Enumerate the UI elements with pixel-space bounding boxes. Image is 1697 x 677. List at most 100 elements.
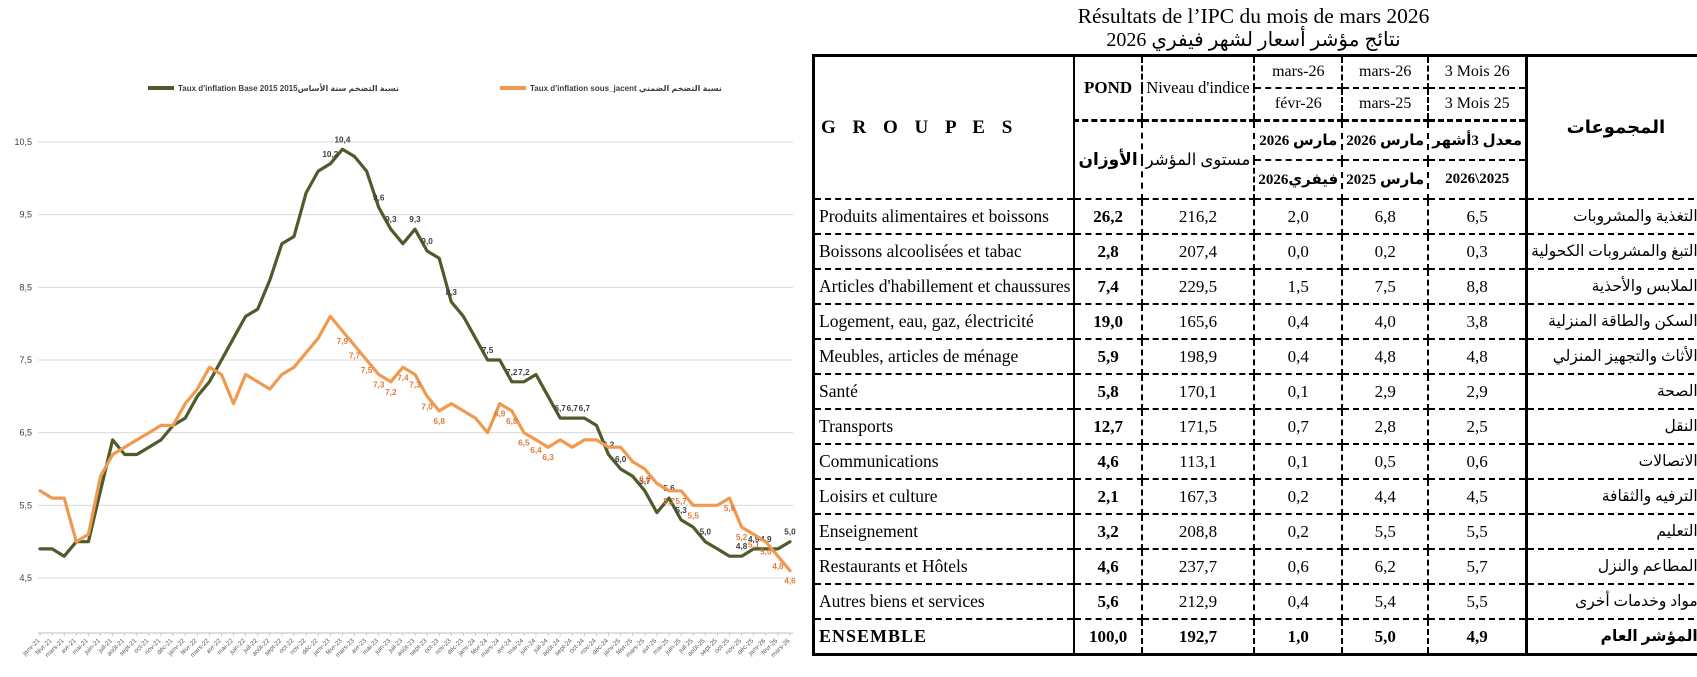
data-point-label: 4,9: [748, 535, 760, 544]
weight-value: 2,8: [1073, 233, 1143, 270]
period3-header-fr-top: 3 Mois 26: [1427, 54, 1528, 89]
data-point-label: 5,6: [663, 484, 675, 493]
y-axis-label: 7,5: [19, 355, 32, 365]
data-point-label: 5,0: [700, 528, 712, 537]
table-row: Articles d'habillement et chaussures 7,4 2…: [812, 268, 1697, 305]
index-level-value: 229,5: [1140, 268, 1256, 305]
header-row-french-1: G R O U P E S POND Niveau d'indice mars-26 m…: [812, 54, 1697, 200]
weight-value: 2,1: [1073, 478, 1143, 515]
data-point-label: 5,0: [784, 528, 796, 537]
month-change-value: 0,4: [1253, 303, 1344, 340]
groups-header-ar: المجموعات: [1525, 54, 1697, 200]
three-month-change-value: 0,3: [1427, 233, 1528, 270]
index-level-value: 171,5: [1140, 408, 1256, 445]
data-point-label: 5,0: [760, 548, 772, 557]
data-point-label: 4,6: [784, 577, 796, 586]
table-row: Transports 12,7 171,5 0,7 2,8 2,5 النقل: [812, 408, 1697, 445]
group-label-fr: Meubles, articles de ménage: [812, 338, 1076, 375]
period1-header-fr-top: mars-26: [1253, 54, 1344, 89]
ipc-results-table: G R O U P E S POND Niveau d'indice mars-26 m…: [812, 54, 1697, 656]
group-label-fr: Restaurants et Hôtels: [812, 548, 1076, 585]
table-row: Logement, eau, gaz, électricité 19,0 165,6…: [812, 303, 1697, 340]
table-row: Meubles, articles de ménage 5,9 198,9 0,4 4,…: [812, 338, 1697, 375]
chart-canvas: 4,55,56,57,58,59,510,5janv-21févr-21mars…: [14, 83, 796, 659]
data-point-label: 4,8: [736, 542, 748, 551]
pond-header-fr: POND: [1073, 54, 1143, 122]
period2-header-fr-bottom: mars-25: [1341, 87, 1430, 122]
data-point-label: 7,2: [506, 368, 518, 377]
data-point-label: 6,0: [639, 475, 651, 484]
group-label-ar: السكن والطاقة المنزلية: [1525, 303, 1697, 340]
data-point-label: 5,7: [639, 477, 651, 486]
weight-value: 3,2: [1073, 513, 1143, 550]
group-label-fr: Boissons alcoolisées et tabac: [812, 233, 1076, 270]
ipc-report-panel: Résultats de l’IPC du mois de mars 2026 …: [810, 0, 1697, 677]
report-title-french: Résultats de l’IPC du mois de mars 2026: [1077, 4, 1430, 28]
index-level-value: 208,8: [1140, 513, 1256, 550]
y-axis-label: 8,5: [19, 282, 32, 292]
yearly-change-value: 5,0: [1341, 618, 1430, 656]
group-label-ar: التغذية والمشروبات: [1525, 198, 1697, 235]
data-point-label: 5,6: [724, 504, 736, 513]
index-level-value: 113,1: [1140, 443, 1256, 480]
table-row: Enseignement 3,2 208,8 0,2 5,5 5,5 التعليم: [812, 513, 1697, 550]
weight-value: 7,4: [1073, 268, 1143, 305]
table-row: Produits alimentaires et boissons 26,2 216…: [812, 198, 1697, 235]
table-row: Loisirs et culture 2,1 167,3 0,2 4,4 4,5 الترف…: [812, 478, 1697, 515]
data-point-label: 5,2: [736, 533, 748, 542]
data-point-label: 6,7: [567, 404, 579, 413]
group-label-ar: التبغ والمشروبات الكحولية: [1525, 233, 1697, 270]
data-point-label: 9,0: [421, 237, 433, 246]
data-point-label: 9,6: [373, 193, 385, 202]
data-point-label: 6,8: [506, 417, 518, 426]
month-change-value: 0,1: [1253, 373, 1344, 410]
header-row-french-2: févr-26 mars-25 3 Mois 25: [814, 87, 1697, 122]
period2-header-ar-bottom: مارس 2025: [1341, 159, 1430, 200]
index-level-value: 216,2: [1140, 198, 1256, 235]
month-change-value: 0,4: [1253, 583, 1344, 620]
period2-header-fr-top: mars-26: [1341, 54, 1430, 89]
yearly-change-value: 0,5: [1341, 443, 1430, 480]
weight-value: 5,9: [1073, 338, 1143, 375]
data-point-label: 7,5: [482, 346, 494, 355]
period3-header-ar-top: معدل 3أشهر: [1427, 119, 1528, 161]
data-point-label: 6,2: [603, 440, 615, 449]
month-change-value: 0,1: [1253, 443, 1344, 480]
weight-value: 5,6: [1073, 583, 1143, 620]
index-level-value: 237,7: [1140, 548, 1256, 585]
three-month-change-value: 4,5: [1427, 478, 1528, 515]
group-label-ar: مواد وخدمات أخرى: [1525, 583, 1697, 620]
period2-header-ar-top: مارس 2026: [1341, 119, 1430, 161]
month-change-value: 0,2: [1253, 513, 1344, 550]
data-point-label: 7,5: [361, 366, 373, 375]
three-month-change-value: 6,5: [1427, 198, 1528, 235]
report-title-arabic: نتائج مؤشر أسعار لشهر فيفري 2026: [1106, 29, 1401, 51]
group-label-fr: Logement, eau, gaz, électricité: [812, 303, 1076, 340]
table-row: Communications 4,6 113,1 0,1 0,5 0,6 الاتصالات: [812, 443, 1697, 480]
data-point-label: 5,3: [675, 506, 687, 515]
y-axis-label: 9,5: [19, 210, 32, 220]
table-row: Restaurants et Hôtels 4,6 237,7 0,6 6,2 5,7 ال…: [812, 548, 1697, 585]
yearly-change-value: 5,5: [1341, 513, 1430, 550]
data-point-label: 6,4: [530, 446, 542, 455]
table-row: Autres biens et services 5,6 212,9 0,4 5,4 5,…: [812, 583, 1697, 620]
yearly-change-value: 4,0: [1341, 303, 1430, 340]
group-label-fr: Loisirs et culture: [812, 478, 1076, 515]
period1-header-ar-top: مارس 2026: [1253, 119, 1344, 161]
weight-value: 12,7: [1073, 408, 1143, 445]
weight-value: 19,0: [1073, 303, 1143, 340]
period3-header-ar-bottom: 2025\2026: [1427, 159, 1528, 200]
data-point-label: 9,3: [409, 215, 421, 224]
data-point-label: 6,5: [518, 439, 530, 448]
data-point-label: 7,4: [397, 373, 409, 382]
data-point-label: 6,3: [542, 453, 554, 462]
data-point-label: 7,3: [409, 381, 421, 390]
table-row: Boissons alcoolisées et tabac 2,8 207,4 0,0…: [812, 233, 1697, 270]
table-row: Santé 5,8 170,1 0,1 2,9 2,9 الصحة: [812, 373, 1697, 410]
group-label-ar: النقل: [1525, 408, 1697, 445]
data-point-label: 4,9: [760, 535, 772, 544]
group-label-ar: المؤشر العام: [1525, 618, 1697, 656]
weight-value: 4,6: [1073, 548, 1143, 585]
data-point-label: 7,3: [373, 381, 385, 390]
